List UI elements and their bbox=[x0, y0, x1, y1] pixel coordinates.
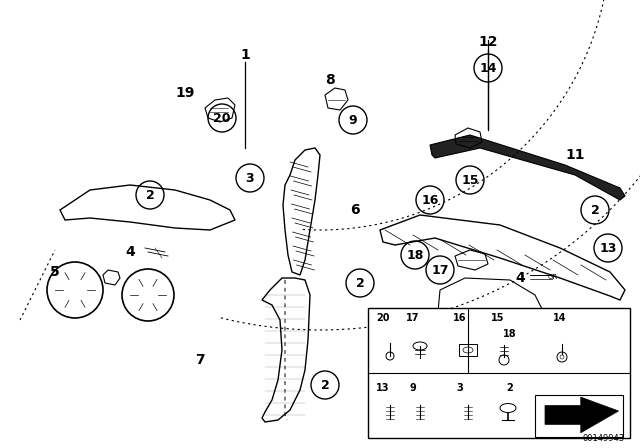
Bar bbox=[459, 344, 477, 356]
Text: 15: 15 bbox=[492, 313, 505, 323]
Text: 9: 9 bbox=[410, 383, 417, 393]
Text: 1: 1 bbox=[240, 48, 250, 62]
Text: 4: 4 bbox=[515, 271, 525, 285]
Bar bbox=[368, 308, 630, 438]
Text: 13: 13 bbox=[599, 241, 617, 254]
Text: 12: 12 bbox=[478, 35, 498, 49]
Bar bbox=[535, 395, 623, 437]
Text: 9: 9 bbox=[349, 113, 357, 126]
Text: 16: 16 bbox=[453, 313, 467, 323]
Text: 4: 4 bbox=[125, 245, 135, 259]
Text: 14: 14 bbox=[479, 61, 497, 74]
Text: 18: 18 bbox=[503, 329, 517, 339]
Text: 17: 17 bbox=[431, 263, 449, 276]
Text: 2: 2 bbox=[591, 203, 600, 216]
Text: 18: 18 bbox=[406, 249, 424, 262]
Text: 3: 3 bbox=[456, 383, 463, 393]
Text: 14: 14 bbox=[553, 313, 567, 323]
Text: 19: 19 bbox=[175, 86, 195, 100]
Text: 11: 11 bbox=[565, 148, 585, 162]
Text: 13: 13 bbox=[376, 383, 390, 393]
Text: 2: 2 bbox=[507, 383, 513, 393]
Text: 20: 20 bbox=[376, 313, 390, 323]
Text: 2: 2 bbox=[146, 189, 154, 202]
Text: 10: 10 bbox=[545, 353, 564, 367]
Text: 15: 15 bbox=[461, 173, 479, 186]
Text: 20: 20 bbox=[213, 112, 231, 125]
Text: 16: 16 bbox=[421, 194, 438, 207]
Polygon shape bbox=[430, 135, 625, 200]
Text: 6: 6 bbox=[350, 203, 360, 217]
Text: 00149943: 00149943 bbox=[583, 434, 625, 443]
Text: 3: 3 bbox=[246, 172, 254, 185]
Polygon shape bbox=[545, 397, 619, 433]
Text: 7: 7 bbox=[195, 353, 205, 367]
Text: 5: 5 bbox=[50, 265, 60, 279]
Text: 2: 2 bbox=[321, 379, 330, 392]
Text: 2: 2 bbox=[356, 276, 364, 289]
Text: GR: GR bbox=[548, 274, 558, 280]
Text: 8: 8 bbox=[325, 73, 335, 87]
Text: 17: 17 bbox=[406, 313, 420, 323]
